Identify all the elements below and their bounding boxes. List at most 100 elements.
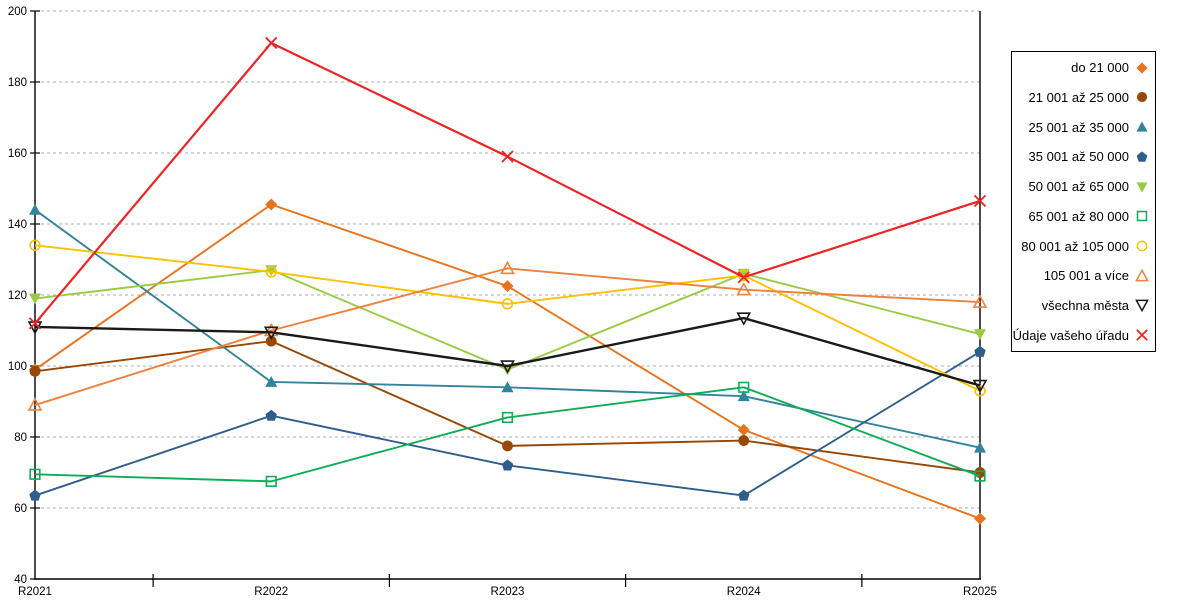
y-tick-label: 40 [14, 574, 27, 586]
triangle-down-marker [29, 293, 41, 305]
triangle-up-marker [500, 260, 515, 275]
triangle-down-marker [972, 379, 988, 394]
pentagon-marker [501, 459, 514, 471]
gridlines [35, 10, 980, 509]
legend-circle-icon [1136, 92, 1148, 103]
triangle-up-marker [501, 381, 514, 393]
circle-marker [29, 365, 41, 377]
legend-circle-icon [1136, 240, 1148, 252]
legend-label: 80 001 až 105 000 [1021, 238, 1129, 254]
x-marker [1136, 329, 1148, 341]
diamond-marker [265, 198, 278, 211]
series-daje-va-eho-adu [28, 36, 987, 330]
legend-item-35-001-a-50-000: 35 001 až 50 000 [1012, 143, 1155, 171]
series-65-001-a-80-000 [29, 381, 986, 487]
triangle-up-marker [1135, 268, 1149, 282]
circle-marker [265, 335, 277, 347]
legend-item-80-001-a-105-000: 80 001 až 105 000 [1012, 232, 1155, 260]
triangle-up-marker [974, 441, 986, 453]
triangle-down-marker [263, 326, 279, 340]
x-marker [737, 271, 750, 284]
x-tick-label: R2021 [18, 586, 52, 598]
diamond-marker [737, 423, 750, 436]
legend-label: všechna města [1041, 297, 1129, 313]
legend-triangle-up-icon [1136, 121, 1148, 132]
triangle-up-marker [736, 282, 752, 296]
y-tick-label: 140 [8, 219, 27, 231]
circle-marker [738, 435, 750, 446]
y-tick-label: 60 [14, 503, 27, 515]
y-tick-label: 180 [8, 77, 27, 89]
circle-marker [502, 440, 513, 452]
x-tick-label: R2024 [727, 586, 761, 598]
triangle-down-marker [1136, 182, 1148, 193]
series-35-001-a-50-000 [29, 345, 986, 501]
legend-item-daje-va-eho-adu: Údaje vašeho úřadu [1012, 321, 1155, 349]
legend-x-icon [1136, 329, 1148, 341]
legend-item-v-echna-m-sta: všechna města [1012, 291, 1155, 319]
legend-label: 65 001 až 80 000 [1028, 208, 1129, 224]
square-marker [1136, 211, 1148, 222]
legend-item-do-21-000: do 21 000 [1012, 54, 1155, 82]
legend-item-65-001-a-80-000: 65 001 až 80 000 [1012, 202, 1155, 230]
legend-triangle-down-icon [1136, 182, 1148, 193]
series-line [34, 267, 981, 406]
legend-item-105-001-a-v-ce: 105 001 a více [1012, 262, 1155, 290]
pentagon-marker [29, 489, 41, 501]
triangle-up-marker [737, 390, 750, 402]
series-line [34, 316, 981, 387]
x-marker [265, 36, 278, 50]
x-tick-label: R2022 [254, 586, 288, 598]
square-marker [738, 381, 750, 393]
triangle-down-marker [736, 312, 752, 326]
legend-diamond-icon [1136, 62, 1148, 74]
square-marker [29, 468, 41, 480]
legend-pentagon-icon [1136, 151, 1148, 162]
triangle-up-marker [27, 397, 43, 411]
circle-marker [265, 266, 277, 278]
circle-marker [1136, 240, 1148, 252]
circle-marker [974, 385, 986, 397]
legend-label: Údaje vašeho úřadu [1012, 327, 1129, 343]
legend-label: 105 001 a více [1043, 268, 1129, 284]
diamond-marker [974, 512, 986, 525]
triangle-down-marker [1135, 300, 1149, 313]
triangle-up-marker [265, 375, 278, 387]
series-line [34, 386, 981, 483]
diamond-marker [1136, 62, 1148, 74]
series-line [34, 244, 981, 392]
x-marker [501, 150, 514, 163]
legend-square-icon [1136, 211, 1148, 222]
legend-triangle-up-icon [1135, 268, 1149, 282]
x-tick-label: R2023 [491, 586, 525, 598]
circle-marker [29, 239, 41, 252]
legend-label: do 21 000 [1071, 60, 1129, 76]
series-105-001-a-v-ce [27, 260, 988, 411]
y-tick-label: 120 [8, 290, 27, 302]
triangle-up-marker [1136, 121, 1148, 132]
y-tick-label: 100 [8, 361, 27, 373]
triangle-down-marker [500, 360, 515, 374]
circle-marker [1136, 92, 1148, 103]
series-25-001-a-35-000 [29, 203, 986, 453]
pentagon-marker [265, 409, 277, 421]
circle-marker [974, 467, 986, 478]
triangle-up-marker [29, 203, 41, 215]
x-tick-label: R2025 [963, 586, 997, 598]
pentagon-marker [738, 489, 750, 501]
y-tick-label: 80 [14, 432, 27, 444]
series-v-echna-m-sta [27, 312, 988, 394]
diamond-marker [501, 280, 514, 293]
square-marker [974, 470, 986, 482]
legend-label: 35 001 až 50 000 [1028, 149, 1129, 165]
triangle-up-marker [263, 322, 279, 337]
x-marker [28, 317, 42, 330]
x-marker [973, 194, 987, 208]
legend-item-25-001-a-35-000: 25 001 až 35 000 [1012, 113, 1155, 141]
legend-label: 25 001 až 35 000 [1028, 119, 1129, 135]
series-21-001-a-25-000 [29, 335, 986, 478]
legend-triangle-down-icon [1135, 300, 1149, 313]
square-marker [265, 475, 277, 487]
axes: 40 60 80 100 120 140 160 180 200 R2021 R2022 R2023 R… [8, 6, 997, 598]
